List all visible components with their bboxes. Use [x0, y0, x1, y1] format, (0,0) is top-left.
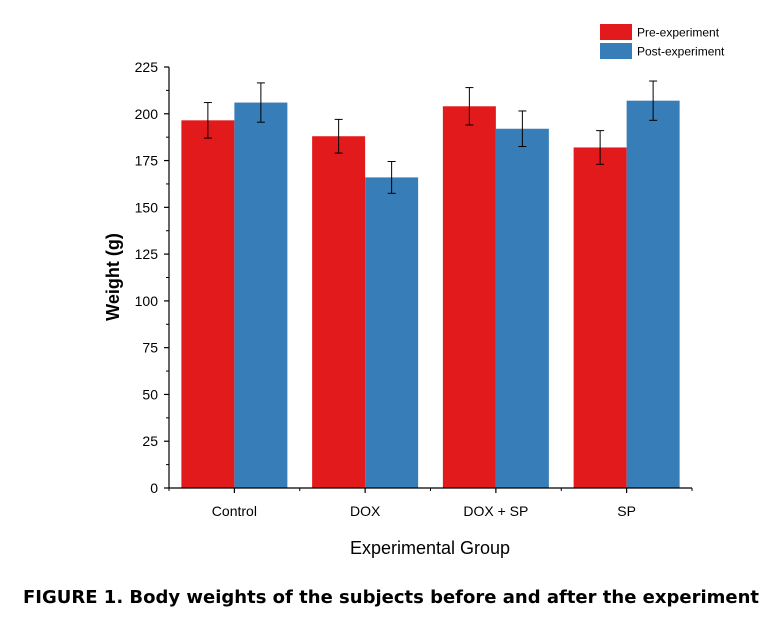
bar-post [626, 100, 680, 489]
y-tick-label: 75 [142, 340, 158, 356]
y-tick-label: 175 [135, 153, 159, 169]
error-bars-layer [203, 80, 658, 194]
y-tick-label: 25 [142, 433, 158, 449]
bar-chart: 0 25 50 75 100 125 150 175 200 225 Control DOX DOX … [103, 24, 725, 558]
y-tick-label: 50 [142, 386, 158, 402]
figure-caption: FIGURE 1. Body weights of the subjects b… [22, 587, 760, 608]
bar-pre [181, 120, 235, 489]
y-axis-title: Weight (g) [103, 233, 123, 321]
x-tick-label: Control [212, 503, 257, 519]
legend-swatch [600, 24, 632, 40]
bar-post [495, 128, 549, 488]
y-tick-label: 150 [135, 199, 159, 215]
y-tick-label: 125 [135, 246, 159, 262]
bar-pre [573, 147, 627, 489]
legend: Pre-experiment Post-experiment [600, 24, 725, 59]
legend-label: Pre-experiment [637, 26, 720, 40]
bar-post [234, 102, 288, 488]
y-ticks: 0 25 50 75 100 125 150 175 200 225 [135, 59, 169, 496]
bar-pre [312, 136, 366, 488]
x-tick-label: SP [617, 503, 636, 519]
bar-post [365, 177, 419, 488]
x-tick-label: DOX [350, 503, 381, 519]
y-tick-label: 200 [135, 106, 159, 122]
x-ticks: Control DOX DOX + SP SP [168, 488, 693, 519]
y-tick-label: 100 [135, 293, 159, 309]
bar-pre [442, 106, 496, 488]
y-tick-label: 0 [150, 480, 158, 496]
y-tick-label: 225 [135, 59, 159, 75]
x-tick-label: DOX + SP [463, 503, 528, 519]
legend-label: Post-experiment [637, 45, 725, 59]
bars-layer [181, 100, 680, 489]
x-axis-title: Experimental Group [350, 538, 510, 558]
legend-swatch [600, 43, 632, 59]
